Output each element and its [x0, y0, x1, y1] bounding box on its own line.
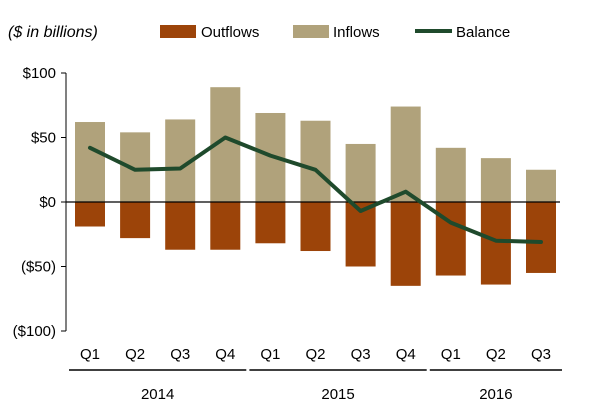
y-tick-label: ($50): [21, 259, 56, 276]
bar-outflows: [526, 202, 556, 273]
x-tick-label: Q2: [305, 346, 325, 363]
bar-outflows: [390, 202, 421, 286]
legend-swatch-outflows: [160, 25, 196, 38]
y-tick-label: $0: [39, 194, 56, 211]
bar-outflows: [300, 202, 331, 252]
group-label: 2015: [321, 386, 354, 403]
x-tick-label: Q1: [260, 346, 280, 363]
y-tick-label: $50: [31, 130, 56, 147]
legend: Outflows Inflows Balance: [160, 24, 510, 41]
line-balance: [88, 135, 543, 244]
legend-label-inflows: Inflows: [333, 24, 380, 41]
legend-label-balance: Balance: [456, 24, 510, 41]
x-tick-label: Q1: [80, 346, 100, 363]
bar-inflows: [390, 106, 421, 202]
x-tick-label: Q4: [215, 346, 235, 363]
y-tick-label: ($100): [13, 323, 56, 340]
chart-subtitle: ($ in billions): [8, 24, 98, 41]
x-tick-label: Q3: [170, 346, 190, 363]
bar-outflows: [75, 202, 105, 227]
legend-swatch-inflows: [293, 25, 329, 38]
y-tick-label: $100: [23, 65, 56, 82]
bar-outflows: [480, 202, 511, 285]
group-label: 2014: [141, 386, 174, 403]
x-tick-label: Q2: [486, 346, 506, 363]
group-label: 2016: [479, 386, 512, 403]
bar-outflows: [120, 202, 151, 239]
bar-inflows: [300, 120, 331, 202]
plot-area: $100 $50 $0 ($50) ($100) Q1 Q2 Q3 Q4 Q1 Q2 Q3 Q4 Q1 Q2…: [13, 65, 562, 403]
bar-inflows: [526, 169, 556, 202]
x-tick-label: Q3: [351, 346, 371, 363]
bar-inflows: [75, 122, 105, 202]
bar-outflows: [255, 202, 286, 244]
bar-inflows: [435, 147, 466, 202]
bar-outflows: [165, 202, 196, 250]
bar-outflows: [210, 202, 241, 250]
legend-label-outflows: Outflows: [201, 24, 259, 41]
x-tick-label: Q2: [125, 346, 145, 363]
bar-inflows: [480, 158, 511, 202]
x-tick-label: Q4: [396, 346, 416, 363]
x-tick-label: Q3: [531, 346, 551, 363]
bar-inflows: [345, 143, 376, 202]
bar-inflows: [120, 132, 151, 202]
x-tick-label: Q1: [441, 346, 461, 363]
